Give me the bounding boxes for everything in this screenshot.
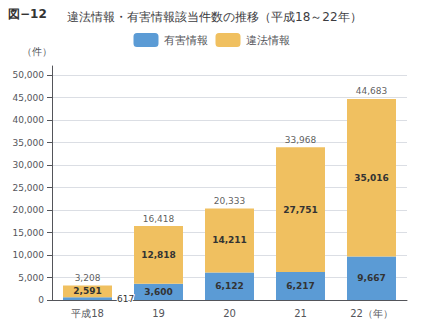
svg-text:違法情報・有害情報該当件数の推移（平成18～22年）: 違法情報・有害情報該当件数の推移（平成18～22年） bbox=[67, 10, 362, 24]
svg-text:5,000: 5,000 bbox=[18, 273, 44, 283]
svg-text:9,667: 9,667 bbox=[357, 273, 385, 283]
svg-text:15,000: 15,000 bbox=[13, 228, 45, 238]
svg-text:20,333: 20,333 bbox=[214, 196, 246, 206]
svg-text:14,211: 14,211 bbox=[212, 235, 247, 245]
svg-text:45,000: 45,000 bbox=[13, 93, 45, 103]
svg-text:20,000: 20,000 bbox=[13, 205, 45, 215]
svg-text:平成18: 平成18 bbox=[71, 308, 104, 319]
svg-text:27,751: 27,751 bbox=[283, 205, 318, 215]
svg-text:有害情報: 有害情報 bbox=[164, 34, 208, 47]
svg-text:12,818: 12,818 bbox=[141, 250, 176, 260]
svg-text:2,591: 2,591 bbox=[73, 286, 101, 296]
svg-text:6,217: 6,217 bbox=[286, 281, 314, 291]
svg-text:3,208: 3,208 bbox=[75, 273, 101, 283]
svg-text:30,000: 30,000 bbox=[13, 160, 45, 170]
svg-text:10,000: 10,000 bbox=[13, 250, 45, 260]
svg-text:25,000: 25,000 bbox=[13, 183, 45, 193]
svg-text:0: 0 bbox=[38, 295, 44, 305]
svg-text:617: 617 bbox=[117, 294, 134, 304]
svg-text:35,000: 35,000 bbox=[13, 138, 45, 148]
svg-text:違法情報: 違法情報 bbox=[246, 34, 290, 47]
svg-text:33,968: 33,968 bbox=[285, 135, 317, 145]
svg-text:16,418: 16,418 bbox=[143, 214, 175, 224]
svg-text:21: 21 bbox=[294, 308, 307, 319]
svg-text:6,122: 6,122 bbox=[215, 281, 243, 291]
svg-text:40,000: 40,000 bbox=[13, 115, 45, 125]
svg-text:（件）: （件） bbox=[22, 46, 52, 57]
svg-text:50,000: 50,000 bbox=[13, 70, 45, 80]
svg-text:図−12: 図−12 bbox=[8, 7, 47, 21]
svg-text:35,016: 35,016 bbox=[354, 173, 389, 183]
svg-text:20: 20 bbox=[223, 308, 236, 319]
svg-text:22（年）: 22（年） bbox=[350, 308, 393, 319]
svg-text:3,600: 3,600 bbox=[144, 287, 172, 297]
svg-text:44,683: 44,683 bbox=[356, 86, 388, 96]
svg-text:19: 19 bbox=[152, 308, 165, 319]
